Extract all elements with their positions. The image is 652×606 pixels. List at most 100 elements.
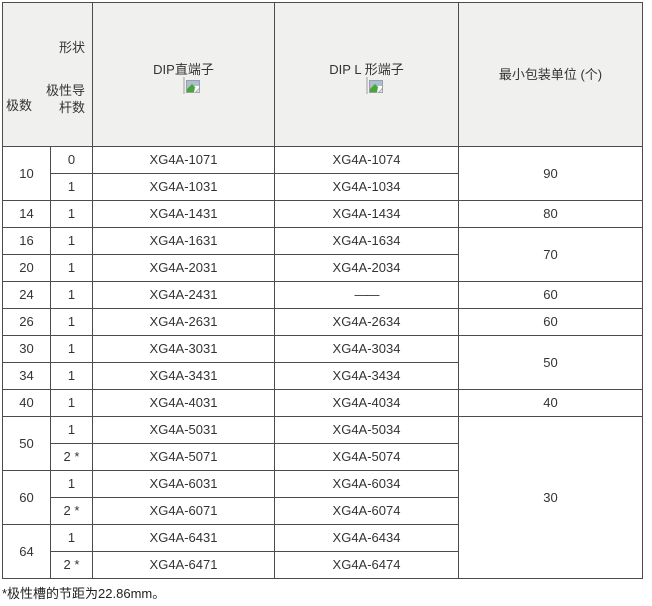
table-row: 30 1 XG4A-3031 XG4A-3034 50 — [2, 335, 643, 390]
table-row: 34 1 XG4A-3431 XG4A-3434 — [2, 362, 643, 390]
guide-count-cell: 2 * — [50, 443, 93, 471]
dip-straight-image-placeholder — [182, 76, 200, 94]
poles-cell: 10 — [2, 146, 51, 201]
dip-straight-model-cell: XG4A-2431 — [92, 281, 275, 309]
min-pack-cell: 60 — [458, 281, 643, 309]
dip-straight-header-cell: DIP直端子 — [92, 2, 275, 147]
guide-count-cell: 1 — [50, 389, 93, 417]
footnote: *极性槽的节距为22.86mm。 — [2, 586, 166, 601]
dip-l-model-cell: XG4A-3434 — [274, 362, 459, 390]
dip-straight-model-cell: XG4A-1031 — [92, 173, 275, 201]
guide-count-cell: 1 — [50, 335, 93, 363]
poles-cell: 20 — [2, 254, 51, 282]
dip-straight-model-cell: XG4A-1071 — [92, 146, 275, 174]
dip-l-model-cell: XG4A-1434 — [274, 200, 459, 228]
guide-count-cell: 1 — [50, 281, 93, 309]
dip-straight-model-cell: XG4A-6031 — [92, 470, 275, 498]
dip-l-model-cell: XG4A-6034 — [274, 470, 459, 498]
table-row: 14 1 XG4A-1431 XG4A-1434 80 — [2, 200, 643, 228]
polarity-guide-count-label: 极性导 杆数 — [45, 83, 85, 115]
table-header: 形状 极性导 杆数 极数 DIP直端子 — [2, 2, 643, 147]
min-pack-cell: 90 — [458, 146, 643, 201]
guide-count-cell: 2 * — [50, 497, 93, 525]
table-row: 64 1 XG4A-6431 XG4A-6434 — [2, 524, 643, 579]
table-row: 10 0 XG4A-1071 XG4A-1074 90 — [2, 146, 643, 201]
dip-l-model-cell: —— — [274, 281, 459, 309]
min-pack-cell: 80 — [458, 200, 643, 228]
guide-count-cell: 1 — [50, 524, 93, 552]
corner-header-cell: 形状 极性导 杆数 极数 — [2, 2, 93, 147]
table-body: 10 0 XG4A-1071 XG4A-1074 90 1 XG4A-1031 XG4A-10… — [2, 146, 643, 579]
dip-l-model-cell: XG4A-6474 — [274, 551, 459, 579]
broken-image-icon — [185, 79, 200, 93]
table-row: 16 1 XG4A-1631 XG4A-1634 70 — [2, 227, 643, 282]
min-pack-unit-label: 最小包装单位 (个) — [498, 66, 603, 82]
shape-label: 形状 — [58, 40, 85, 55]
guide-count-cell: 1 — [50, 362, 93, 390]
dip-straight-model-cell: XG4A-6471 — [92, 551, 275, 579]
dip-l-model-cell: XG4A-1634 — [274, 227, 459, 255]
dip-straight-model-cell: XG4A-5071 — [92, 443, 275, 471]
min-pack-cell: 70 — [458, 227, 643, 282]
dip-straight-model-cell: XG4A-4031 — [92, 389, 275, 417]
dip-straight-model-cell: XG4A-6071 — [92, 497, 275, 525]
guide-count-cell: 1 — [50, 173, 93, 201]
dip-straight-terminal-label: DIP直端子 — [153, 61, 214, 77]
guide-count-cell: 1 — [50, 227, 93, 255]
dip-straight-model-cell: XG4A-1631 — [92, 227, 275, 255]
poles-cell: 34 — [2, 362, 51, 390]
broken-image-icon — [368, 79, 383, 93]
dip-l-model-cell: XG4A-2634 — [274, 308, 459, 336]
poles-cell: 60 — [2, 470, 51, 525]
dip-l-model-cell: XG4A-5034 — [274, 416, 459, 444]
guide-count-cell: 0 — [50, 146, 93, 174]
connector-selection-table: 形状 极性导 杆数 极数 DIP直端子 — [2, 2, 643, 579]
guide-count-cell: 1 — [50, 308, 93, 336]
dip-straight-model-cell: XG4A-3431 — [92, 362, 275, 390]
dip-l-model-cell: XG4A-3034 — [274, 335, 459, 363]
poles-label: 极数 — [6, 98, 33, 113]
dip-straight-model-cell: XG4A-5031 — [92, 416, 275, 444]
min-pack-cell: 40 — [458, 389, 643, 417]
table-row: 20 1 XG4A-2031 XG4A-2034 — [2, 254, 643, 282]
min-pack-cell: 30 — [458, 416, 643, 579]
table-row: 1 XG4A-1031 XG4A-1034 — [3, 173, 643, 201]
dip-straight-model-cell: XG4A-3031 — [92, 335, 275, 363]
dip-l-terminal-label: DIP L 形端子 — [329, 61, 404, 77]
table-row: 2 * XG4A-6471 XG4A-6474 — [3, 551, 643, 579]
dip-straight-model-cell: XG4A-6431 — [92, 524, 275, 552]
dip-straight-model-cell: XG4A-1431 — [92, 200, 275, 228]
poles-cell: 30 — [2, 335, 51, 363]
table-row: 40 1 XG4A-4031 XG4A-4034 40 — [2, 389, 643, 417]
guide-count-cell: 1 — [50, 416, 93, 444]
min-pack-header-cell: 最小包装单位 (个) — [458, 2, 643, 147]
dip-l-image-placeholder — [365, 76, 383, 94]
table-row: 60 1 XG4A-6031 XG4A-6034 — [2, 470, 643, 525]
min-pack-cell: 60 — [458, 308, 643, 336]
min-pack-cell: 50 — [458, 335, 643, 390]
table-row: 2 * XG4A-5071 XG4A-5074 — [3, 443, 643, 471]
dip-l-model-cell: XG4A-6434 — [274, 524, 459, 552]
poles-cell: 24 — [2, 281, 51, 309]
poles-cell: 50 — [2, 416, 51, 471]
dip-l-model-cell: XG4A-1034 — [274, 173, 459, 201]
dip-l-model-cell: XG4A-5074 — [274, 443, 459, 471]
poles-cell: 14 — [2, 200, 51, 228]
dip-l-model-cell: XG4A-6074 — [274, 497, 459, 525]
table-row: 26 1 XG4A-2631 XG4A-2634 60 — [2, 308, 643, 336]
table-row: 50 1 XG4A-5031 XG4A-5034 30 — [2, 416, 643, 579]
table-row: 24 1 XG4A-2431 —— 60 — [2, 281, 643, 309]
dip-straight-model-cell: XG4A-2631 — [92, 308, 275, 336]
poles-cell: 16 — [2, 227, 51, 255]
header-row: 形状 极性导 杆数 极数 DIP直端子 — [2, 2, 643, 147]
guide-count-cell: 1 — [50, 254, 93, 282]
dip-l-model-cell: XG4A-4034 — [274, 389, 459, 417]
dip-l-model-cell: XG4A-2034 — [274, 254, 459, 282]
poles-cell: 64 — [2, 524, 51, 579]
guide-count-cell: 1 — [50, 200, 93, 228]
dip-straight-model-cell: XG4A-2031 — [92, 254, 275, 282]
poles-cell: 40 — [2, 389, 51, 417]
poles-cell: 26 — [2, 308, 51, 336]
dip-l-header-cell: DIP L 形端子 — [274, 2, 459, 147]
